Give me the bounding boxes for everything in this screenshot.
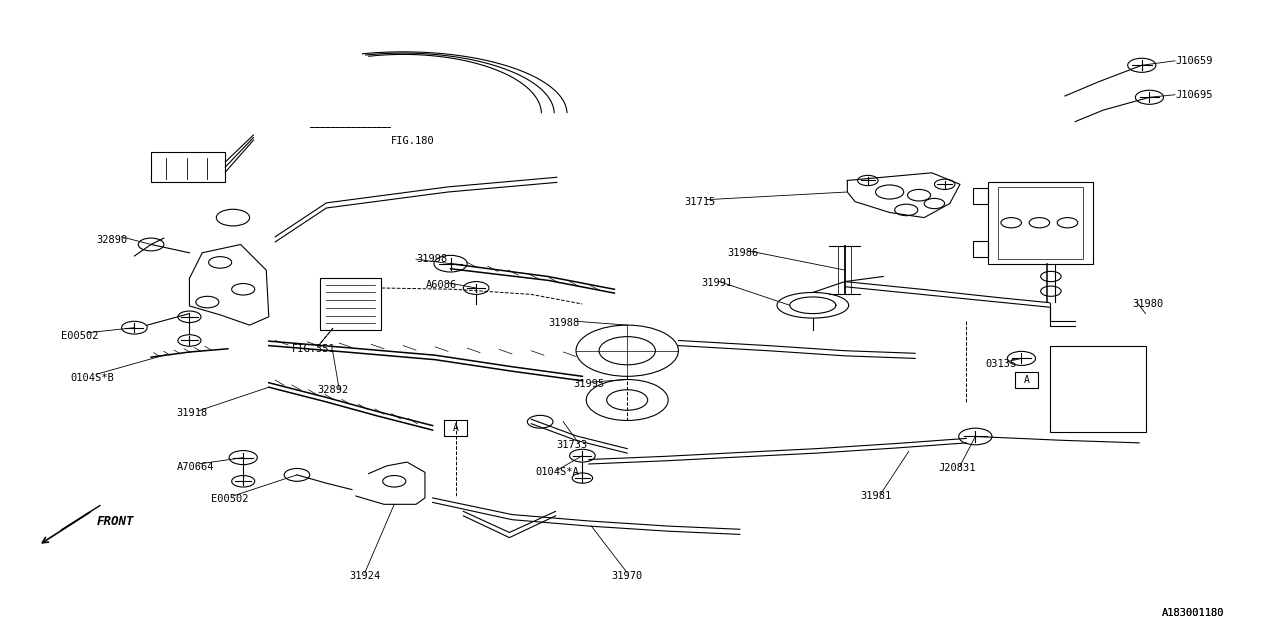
Text: J10659: J10659	[1175, 56, 1212, 66]
Text: A70664: A70664	[177, 462, 214, 472]
Text: 31970: 31970	[612, 571, 643, 581]
Text: A: A	[453, 424, 458, 433]
Bar	[151, 152, 225, 182]
Text: FIG.180: FIG.180	[390, 136, 434, 146]
Text: 31998: 31998	[416, 254, 447, 264]
Text: J20831: J20831	[938, 463, 975, 474]
Text: A6086: A6086	[426, 280, 457, 290]
Text: 31995: 31995	[573, 379, 604, 389]
Text: 31733: 31733	[557, 440, 588, 450]
Bar	[1015, 372, 1038, 388]
Bar	[320, 278, 381, 330]
Text: J10695: J10695	[1175, 90, 1212, 100]
Text: 31991: 31991	[701, 278, 732, 288]
Text: 31981: 31981	[860, 491, 891, 501]
Text: 31986: 31986	[727, 248, 758, 258]
Bar	[973, 241, 988, 257]
Text: A183001180: A183001180	[1162, 608, 1225, 618]
Text: 32892: 32892	[317, 385, 348, 396]
Text: FIG.351: FIG.351	[292, 344, 335, 354]
Bar	[998, 187, 1083, 259]
Text: FRONT: FRONT	[96, 515, 134, 528]
Bar	[973, 188, 988, 204]
Text: 32890: 32890	[96, 235, 127, 245]
Text: E00502: E00502	[211, 494, 248, 504]
Text: 31924: 31924	[349, 571, 380, 581]
Text: 31918: 31918	[177, 408, 207, 418]
Bar	[444, 420, 467, 436]
Text: A: A	[1024, 376, 1029, 385]
Text: 0104S*B: 0104S*B	[70, 372, 114, 383]
Text: 31988: 31988	[548, 318, 579, 328]
Text: 0104S*A: 0104S*A	[535, 467, 579, 477]
Text: 31715: 31715	[685, 196, 716, 207]
Bar	[988, 182, 1093, 264]
Bar	[1050, 346, 1146, 432]
Text: A183001180: A183001180	[1162, 608, 1225, 618]
Text: 0313S: 0313S	[986, 358, 1016, 369]
Text: 31980: 31980	[1133, 299, 1164, 309]
Text: E00502: E00502	[61, 331, 99, 341]
